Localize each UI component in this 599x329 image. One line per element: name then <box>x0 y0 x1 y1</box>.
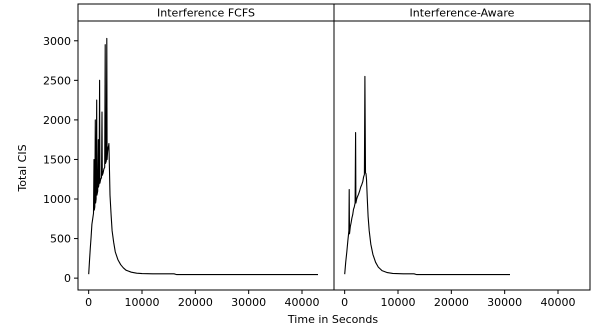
x-tick-label: 40000 <box>541 296 576 309</box>
y-tick-label: 0 <box>64 272 71 285</box>
x-tick-label: 30000 <box>487 296 522 309</box>
series-line <box>344 75 510 276</box>
x-tick-label: 10000 <box>125 296 160 309</box>
axes: 0 10000 20000 30000 40000 0 10000 20000 30000 400… <box>43 35 576 309</box>
panel-title: Interference-Aware <box>410 7 515 20</box>
y-axis-title: Total CIS <box>16 144 29 192</box>
panel-title: Interference FCFS <box>157 7 255 20</box>
x-tick-label: 0 <box>341 296 348 309</box>
x-tick-label: 30000 <box>231 296 266 309</box>
x-tick-label: 20000 <box>434 296 469 309</box>
y-tick-label: 2500 <box>43 74 71 87</box>
y-tick-label: 1000 <box>43 193 71 206</box>
x-tick-label: 0 <box>85 296 92 309</box>
y-tick-label: 500 <box>50 233 71 246</box>
y-tick-label: 2000 <box>43 114 71 127</box>
x-tick-label: 10000 <box>381 296 416 309</box>
panel-frame <box>77 20 335 291</box>
x-axis-title: Time in Seconds <box>287 313 378 326</box>
panel-2: Interference-Aware <box>333 3 591 291</box>
series-line <box>88 37 318 276</box>
panels: Interference FCFS Interference-Aware <box>77 3 591 291</box>
panel-frame <box>333 20 591 291</box>
x-tick-label: 20000 <box>178 296 213 309</box>
y-tick-label: 1500 <box>43 153 71 166</box>
panel-1: Interference FCFS <box>77 3 335 291</box>
x-tick-label: 40000 <box>285 296 320 309</box>
y-tick-label: 3000 <box>43 35 71 48</box>
